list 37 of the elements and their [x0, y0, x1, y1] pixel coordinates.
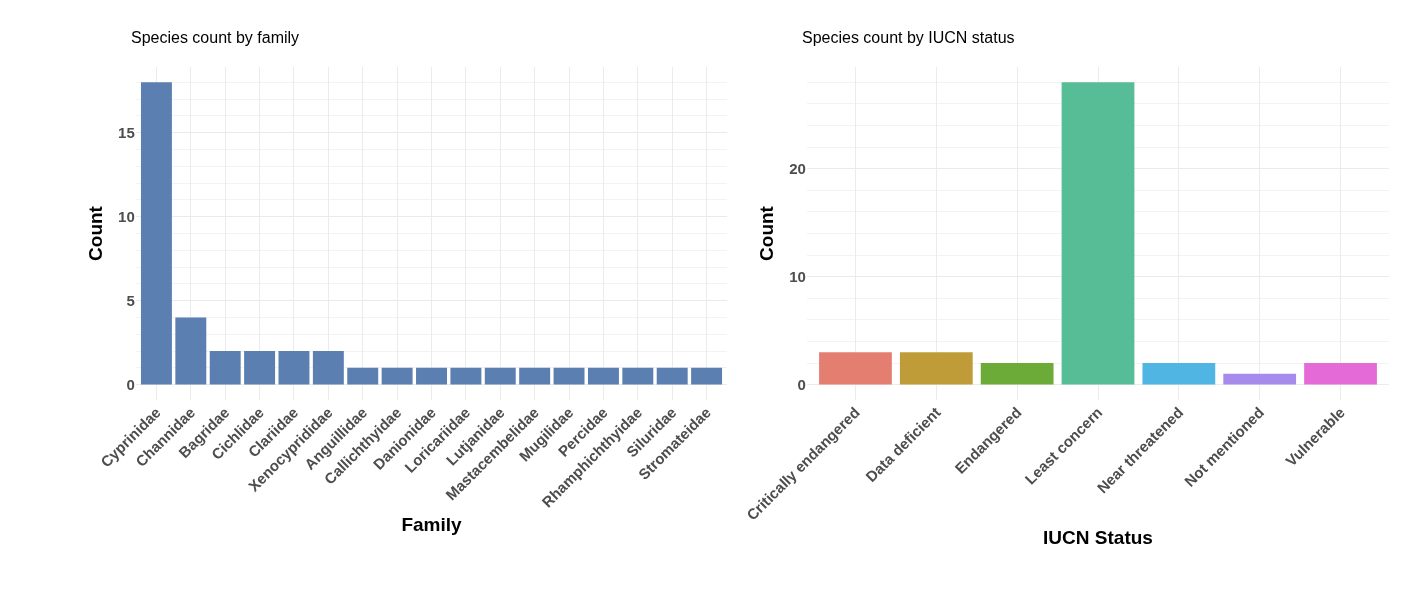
- bar: [244, 351, 276, 385]
- bar: [381, 367, 413, 385]
- bar: [1223, 373, 1297, 385]
- bar: [819, 352, 892, 385]
- y-axis-title: Count: [84, 205, 106, 261]
- bar: [140, 82, 172, 385]
- bar: [209, 351, 241, 385]
- y-tick-label: 5: [126, 291, 135, 309]
- bar: [691, 367, 723, 385]
- bar: [450, 367, 482, 385]
- y-tick-label: 10: [789, 267, 806, 285]
- bar: [175, 317, 207, 385]
- bar: [347, 367, 379, 385]
- bar: [484, 367, 516, 385]
- x-axis-title: IUCN Status: [1043, 527, 1153, 549]
- bar: [312, 351, 344, 385]
- bar: [899, 352, 973, 385]
- bar: [278, 351, 310, 385]
- y-tick-label: 0: [126, 375, 135, 393]
- bar: [980, 363, 1054, 385]
- bar: [622, 367, 654, 385]
- y-tick-label: 10: [118, 207, 135, 225]
- bar: [1142, 363, 1216, 385]
- bar: [656, 367, 688, 385]
- bar: [587, 367, 619, 385]
- chart-title: Species count by IUCN status: [802, 29, 1015, 46]
- y-axis-title: Count: [756, 205, 778, 261]
- bar: [1061, 82, 1135, 385]
- y-tick-label: 20: [789, 159, 806, 177]
- bar: [519, 367, 551, 385]
- bar: [553, 367, 585, 385]
- y-tick-label: 15: [118, 123, 135, 141]
- bar: [416, 367, 447, 385]
- chart-title: Species count by family: [131, 29, 300, 46]
- y-tick-label: 0: [797, 375, 806, 393]
- bar: [1304, 363, 1377, 385]
- x-axis-title: Family: [401, 514, 463, 536]
